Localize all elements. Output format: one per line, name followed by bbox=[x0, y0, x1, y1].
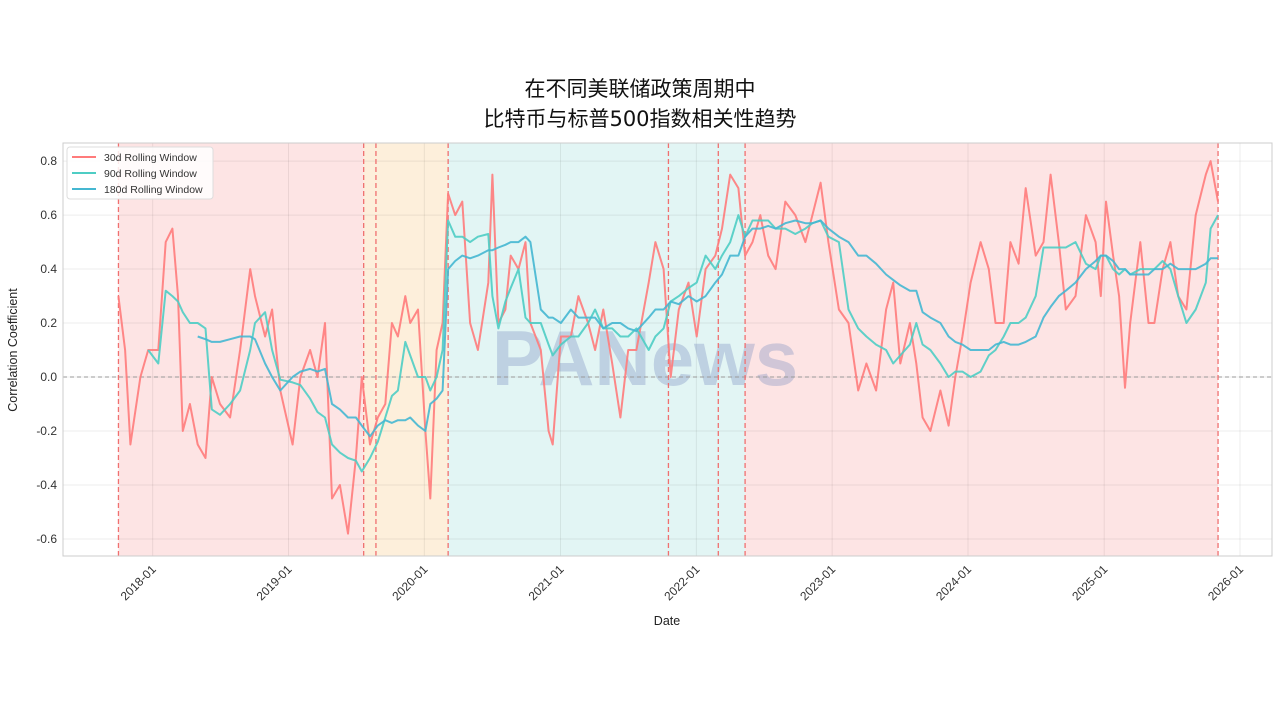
legend-box bbox=[66, 146, 214, 200]
period-boundary-lines bbox=[117, 143, 1219, 556]
series-line-30d bbox=[117, 160, 1219, 535]
x-tick-label: 2021-01 bbox=[526, 562, 567, 603]
watermark: PANews bbox=[492, 314, 798, 402]
x-tick-label: 2024-01 bbox=[933, 562, 974, 603]
x-tick-label: 2026-01 bbox=[1205, 562, 1246, 603]
series-line-180d bbox=[197, 219, 1218, 438]
chart-title-line-1: 在不同美联储政策周期中 bbox=[525, 77, 756, 101]
x-tick-label: 2023-01 bbox=[797, 562, 838, 603]
legend-label-30d: 30d Rolling Window bbox=[104, 152, 197, 164]
y-tick-label: -0.4 bbox=[36, 478, 57, 492]
x-tick-label: 2018-01 bbox=[118, 562, 159, 603]
plot-frame bbox=[62, 142, 1273, 557]
legend-label-180d: 180d Rolling Window bbox=[104, 184, 203, 196]
x-tick-label: 2022-01 bbox=[661, 562, 702, 603]
x-tick-label: 2020-01 bbox=[389, 562, 430, 603]
legend-label-90d: 90d Rolling Window bbox=[104, 168, 197, 180]
policy-region-2 bbox=[448, 143, 746, 556]
series-line-90d bbox=[147, 214, 1219, 473]
y-tick-label: 0.2 bbox=[40, 316, 57, 330]
chart-title-line-2: 比特币与标普500指数相关性趋势 bbox=[483, 107, 796, 131]
x-axis-label: Date bbox=[654, 614, 680, 628]
policy-period-regions bbox=[118, 143, 1219, 556]
y-axis-ticks: -0.6 -0.4 -0.2 0.0 0.2 0.4 0.6 0.8 bbox=[36, 154, 57, 546]
y-tick-label: 0.6 bbox=[40, 208, 57, 222]
y-tick-label: 0.4 bbox=[40, 262, 57, 276]
x-tick-label: 2019-01 bbox=[254, 562, 295, 603]
y-tick-label: -0.2 bbox=[36, 424, 57, 438]
legend: 30d Rolling Window 90d Rolling Window 18… bbox=[66, 146, 214, 200]
series-lines bbox=[117, 160, 1219, 535]
x-axis-ticks: 2018-01 2019-01 2020-01 2021-01 2022-01 2023-… bbox=[118, 562, 1247, 603]
y-axis-label: Correlation Coefficient bbox=[6, 288, 20, 412]
y-tick-label: 0.8 bbox=[40, 154, 57, 168]
x-tick-label: 2025-01 bbox=[1069, 562, 1110, 603]
y-tick-label: 0.0 bbox=[40, 370, 57, 384]
policy-region-1 bbox=[363, 143, 449, 556]
y-tick-label: -0.6 bbox=[36, 532, 57, 546]
